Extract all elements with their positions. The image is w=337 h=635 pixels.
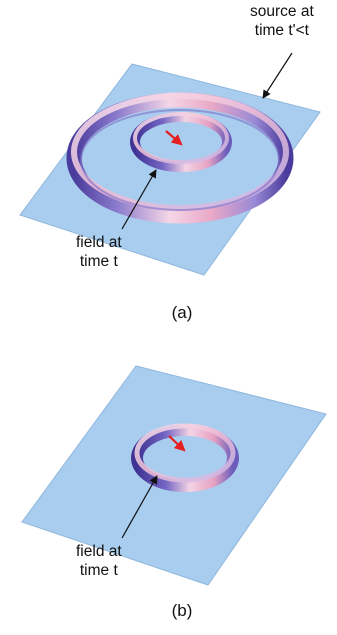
source-label: source at time t'<t [250,2,314,40]
source-pointer-arrow [262,52,293,99]
field-ring-a [130,112,232,172]
source-ring [66,92,294,224]
red-arrow-b [168,435,186,452]
field-label-b-line1: field at [76,543,122,560]
source-label-line1: source at [250,3,314,20]
caption-b: (b) [171,601,193,620]
field-label-b: field at time t [76,542,122,580]
field-label-a: field at time t [76,233,122,271]
field-label-a-line1: field at [76,234,122,251]
field-pointer-arrow-a [121,169,157,230]
field-pointer-arrow-b [121,475,158,539]
field-label-a-line2: time t [79,253,118,270]
panel-a [19,52,321,276]
caption-a: (a) [171,303,193,322]
field-label-b-line2: time t [79,562,118,579]
field-ring-b [131,423,239,492]
source-label-line2: time t'<t [254,22,309,39]
panel-b [21,365,327,586]
red-arrow-a [165,130,183,146]
plane-b [21,365,327,586]
